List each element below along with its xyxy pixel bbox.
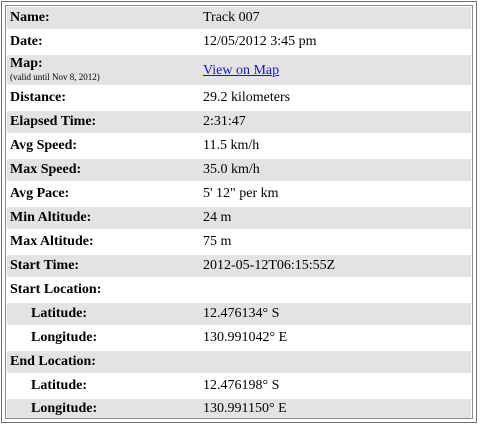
avg-pace-value: 5' 12" per km	[203, 186, 279, 201]
start-time-label: Start Time:	[10, 258, 80, 273]
start-time-value: 2012-05-12T06:15:55Z	[203, 258, 336, 273]
row-max-speed: Max Speed: 35.0 km/h	[7, 159, 471, 181]
max-speed-value: 35.0 km/h	[203, 162, 260, 177]
track-details-table: Name: Track 007 Date: 12/05/2012 3:45 pm…	[5, 5, 473, 419]
start-latitude-value: 12.476134° S	[203, 306, 280, 321]
avg-pace-label: Avg Pace:	[10, 186, 70, 201]
row-date: Date: 12/05/2012 3:45 pm	[7, 31, 471, 53]
start-longitude-label: Longitude:	[31, 330, 98, 345]
avg-speed-value: 11.5 km/h	[203, 138, 260, 153]
name-value: Track 007	[203, 10, 260, 25]
end-latitude-label: Latitude:	[31, 378, 87, 393]
name-label: Name:	[10, 10, 50, 25]
row-max-altitude: Max Altitude: 75 m	[7, 231, 471, 253]
row-avg-speed: Avg Speed: 11.5 km/h	[7, 135, 471, 157]
row-elapsed-time: Elapsed Time: 2:31:47	[7, 111, 471, 133]
max-altitude-value: 75 m	[203, 234, 232, 249]
end-longitude-label: Longitude:	[31, 401, 98, 416]
row-end-location: End Location:	[7, 351, 471, 373]
end-latitude-value: 12.476198° S	[203, 378, 280, 393]
row-map: Map: (valid until Nov 8, 2012) View on M…	[7, 55, 471, 85]
max-speed-label: Max Speed:	[10, 162, 82, 177]
row-distance: Distance: 29.2 kilometers	[7, 87, 471, 109]
row-end-latitude: Latitude: 12.476198° S	[7, 375, 471, 397]
max-altitude-label: Max Altitude:	[10, 234, 94, 249]
end-location-label: End Location:	[10, 354, 96, 369]
distance-value: 29.2 kilometers	[203, 90, 291, 105]
elapsed-time-label: Elapsed Time:	[10, 114, 97, 129]
min-altitude-value: 24 m	[203, 210, 232, 225]
end-longitude-value: 130.991150° E	[203, 401, 287, 416]
avg-speed-label: Avg Speed:	[10, 138, 78, 153]
row-avg-pace: Avg Pace: 5' 12" per km	[7, 183, 471, 205]
map-validity-note: (valid until Nov 8, 2012)	[10, 72, 100, 82]
min-altitude-label: Min Altitude:	[10, 210, 92, 225]
start-latitude-label: Latitude:	[31, 306, 87, 321]
date-value: 12/05/2012 3:45 pm	[203, 34, 317, 49]
row-start-longitude: Longitude: 130.991042° E	[7, 327, 471, 349]
row-end-longitude: Longitude: 130.991150° E	[7, 399, 471, 418]
row-name: Name: Track 007	[7, 7, 471, 29]
start-location-label: Start Location:	[10, 282, 102, 297]
map-label: Map:	[10, 56, 43, 71]
distance-label: Distance:	[10, 90, 66, 105]
row-start-location: Start Location:	[7, 279, 471, 301]
map-value: View on Map	[203, 63, 279, 79]
start-longitude-value: 130.991042° E	[203, 330, 288, 345]
row-start-time: Start Time: 2012-05-12T06:15:55Z	[7, 255, 471, 277]
row-start-latitude: Latitude: 12.476134° S	[7, 303, 471, 325]
date-label: Date:	[10, 34, 43, 49]
view-on-map-link[interactable]: View on Map	[203, 63, 280, 78]
row-min-altitude: Min Altitude: 24 m	[7, 207, 471, 229]
elapsed-time-value: 2:31:47	[203, 114, 246, 129]
